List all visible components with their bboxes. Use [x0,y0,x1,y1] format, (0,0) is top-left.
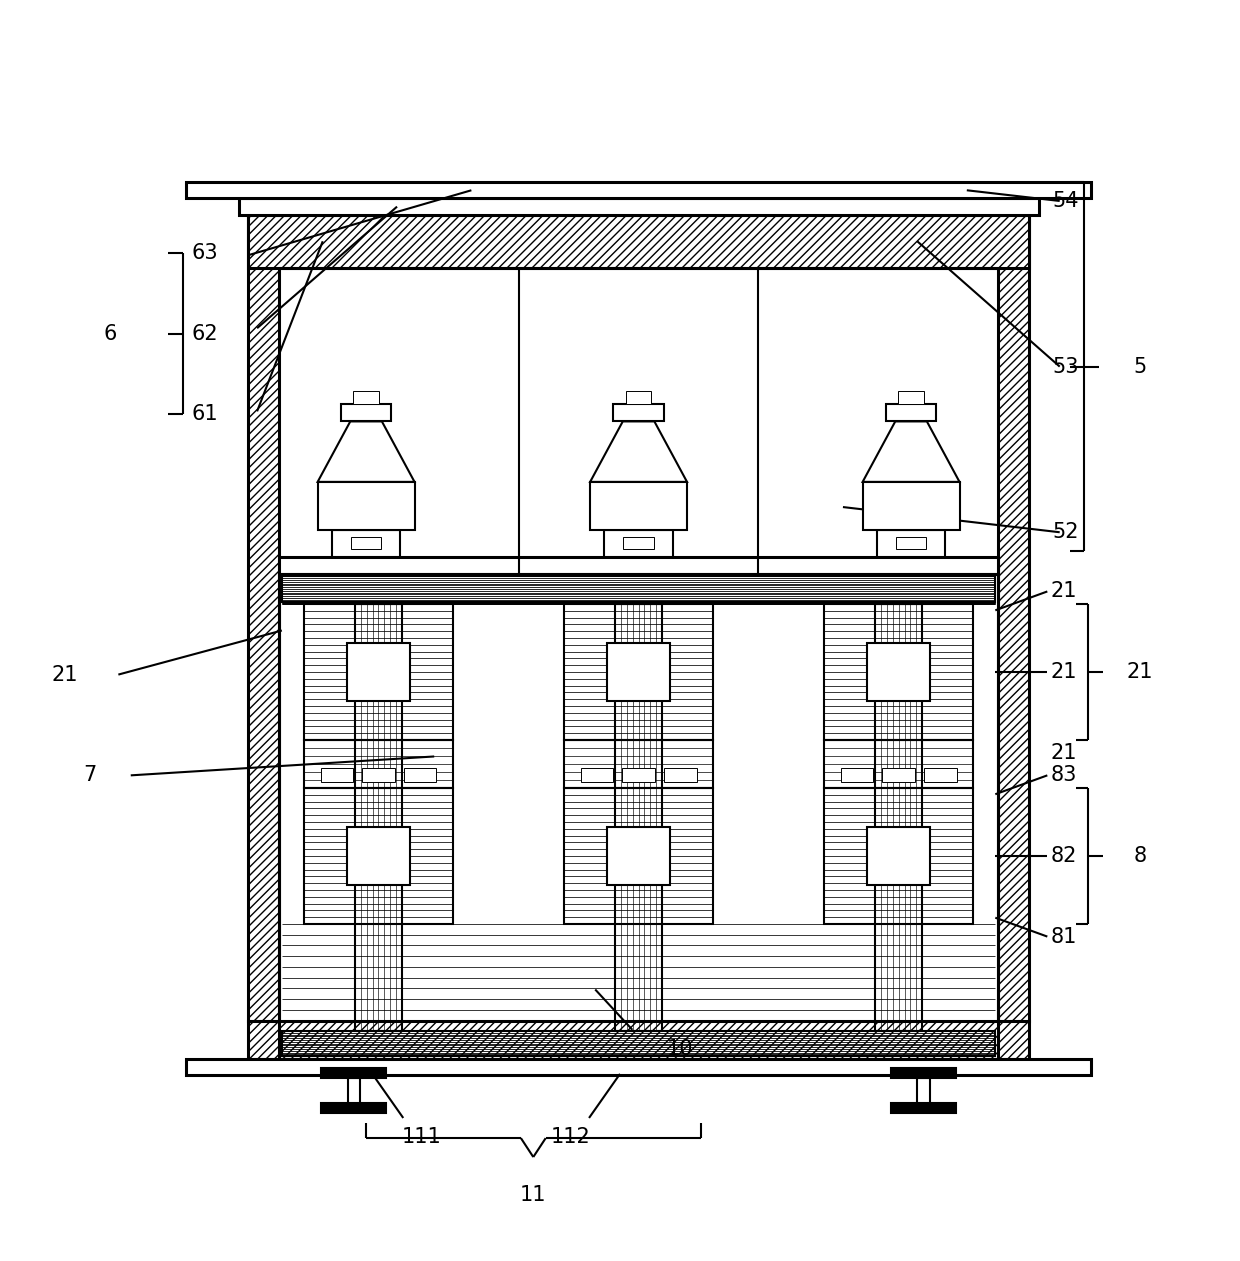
Bar [868,827,930,884]
Bar [304,740,453,788]
Bar [825,788,973,924]
Bar [281,1031,996,1057]
Bar [608,643,670,701]
Bar [918,1078,930,1103]
Text: 21: 21 [1050,662,1076,682]
Text: 54: 54 [1053,190,1079,211]
Bar [404,768,436,782]
Bar [564,604,713,740]
Bar [663,768,697,782]
Text: 52: 52 [1053,522,1079,542]
Polygon shape [317,421,414,482]
Bar [877,530,945,557]
Bar [924,768,956,782]
Bar [281,576,996,601]
Bar [892,1068,956,1078]
Bar [604,530,673,557]
Bar [841,768,873,782]
Bar [622,768,655,782]
Bar [332,530,401,557]
Bar [564,740,713,788]
Text: 53: 53 [1053,357,1079,377]
Bar [998,214,1029,1021]
Bar [608,827,670,884]
Bar [590,482,687,530]
Bar [892,1103,956,1113]
Text: 61: 61 [192,404,218,424]
Text: 21: 21 [1050,743,1076,763]
Bar [895,537,926,549]
Bar [624,537,653,549]
Text: 21: 21 [1050,581,1076,601]
Bar [564,788,713,924]
Bar [341,404,392,421]
Bar [279,557,998,574]
Bar [248,1021,1029,1059]
Bar [321,1068,386,1078]
Bar [347,1078,360,1103]
Text: 112: 112 [551,1127,590,1146]
Bar [899,391,924,404]
Bar [317,482,414,530]
Text: 8: 8 [1133,846,1147,866]
Bar [304,604,453,740]
Bar [320,768,353,782]
Bar [238,198,1039,214]
Text: 10: 10 [666,1039,693,1059]
Bar [580,768,614,782]
Bar [279,574,998,1059]
Bar [362,768,394,782]
Bar [883,768,915,782]
Text: 6: 6 [103,324,117,344]
Bar [186,182,1091,198]
Bar [248,214,1029,267]
Bar [248,214,279,1021]
Bar [875,604,923,1031]
Bar [355,604,402,1031]
Text: 62: 62 [192,324,218,344]
Bar [825,740,973,788]
Bar [353,391,378,404]
Bar [321,1103,386,1113]
Text: 111: 111 [402,1127,441,1146]
Text: 82: 82 [1050,846,1076,866]
Bar [615,604,662,1031]
Text: 63: 63 [192,242,218,262]
Polygon shape [590,421,687,482]
Bar [186,1059,1091,1076]
Bar [885,404,936,421]
Bar [351,537,382,549]
Text: 81: 81 [1050,927,1076,947]
Bar [863,482,960,530]
Text: 7: 7 [83,765,97,786]
Text: 11: 11 [520,1185,547,1204]
Text: 5: 5 [1133,357,1147,377]
Bar [347,827,409,884]
Bar [614,404,663,421]
Text: 21: 21 [52,665,78,685]
Bar [626,391,651,404]
Text: 21: 21 [1127,662,1153,682]
Bar [304,788,453,924]
Bar [868,643,930,701]
Polygon shape [863,421,960,482]
Bar [825,604,973,740]
Bar [347,643,409,701]
Text: 83: 83 [1050,765,1076,786]
